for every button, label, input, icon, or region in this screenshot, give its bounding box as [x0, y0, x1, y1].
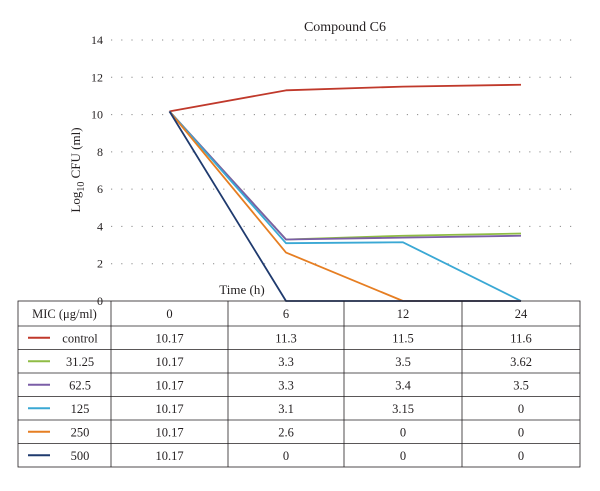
table-header-time: 12	[397, 307, 410, 321]
data-label: 3.15	[392, 402, 414, 416]
table-header-time: 0	[166, 307, 172, 321]
x-axis-label: Time (h)	[219, 282, 264, 297]
series-line-250	[168, 110, 521, 302]
table-row-label: 62.5	[69, 378, 91, 392]
y-tick-label: 14	[91, 33, 103, 47]
data-label: 11.5	[392, 331, 413, 345]
y-tick-label: 4	[97, 219, 103, 233]
y-tick-label: 10	[91, 108, 103, 122]
data-label: 10.17	[155, 402, 183, 416]
data-label: 3.5	[513, 378, 529, 392]
data-label: 3.1	[278, 402, 294, 416]
y-axis-label: Log10 CFU (ml)	[68, 127, 87, 212]
data-label: 10.17	[155, 425, 183, 439]
data-label: 3.5	[395, 355, 411, 369]
table-row-label: 500	[71, 449, 90, 463]
series-line-62.5	[168, 110, 522, 241]
data-label: 0	[400, 449, 406, 463]
series-line-control	[169, 83, 522, 113]
y-tick-label: 8	[97, 145, 103, 159]
data-table: MIC (μg/ml) 0 6 12 24 control 10.17 11.3 11.5 11.…	[17, 300, 581, 468]
table-header-time: 24	[515, 307, 528, 321]
data-label: 10.17	[155, 378, 183, 392]
data-label: 10.17	[155, 449, 183, 463]
data-label: 3.62	[510, 355, 532, 369]
data-label: 3.3	[278, 355, 294, 369]
y-tick-label: 2	[97, 257, 103, 271]
data-label: 11.6	[510, 331, 531, 345]
series-lines	[168, 83, 522, 302]
table-row-label: 125	[71, 402, 90, 416]
data-label: 2.6	[278, 425, 294, 439]
data-label: 3.3	[278, 378, 294, 392]
table-border	[17, 300, 581, 468]
table-row-label: control	[62, 331, 98, 345]
table-header-time: 6	[283, 307, 289, 321]
table-row-label: 250	[71, 425, 90, 439]
data-label: 10.17	[155, 355, 183, 369]
data-label: 0	[283, 449, 289, 463]
data-label: 0	[518, 402, 524, 416]
y-axis-label-rest: CFU (ml)	[68, 127, 83, 181]
y-axis-label-main: Log	[68, 191, 83, 212]
table-header-mic: MIC (μg/ml)	[32, 307, 97, 321]
series-line-500	[168, 110, 521, 302]
y-tick-label: 12	[91, 70, 103, 84]
y-axis-label-sub: 10	[76, 182, 87, 192]
data-label: 0	[518, 449, 524, 463]
grid	[111, 39, 580, 265]
data-label: 10.17	[155, 331, 183, 345]
series-line-125	[168, 110, 522, 302]
table-row-label: 31.25	[66, 355, 94, 369]
data-label: 3.4	[395, 378, 411, 392]
data-label: 0	[400, 425, 406, 439]
data-label: 11.3	[275, 331, 296, 345]
chart-title: Compound C6	[304, 20, 386, 35]
data-label: 0	[518, 425, 524, 439]
y-tick-label: 6	[97, 182, 103, 196]
